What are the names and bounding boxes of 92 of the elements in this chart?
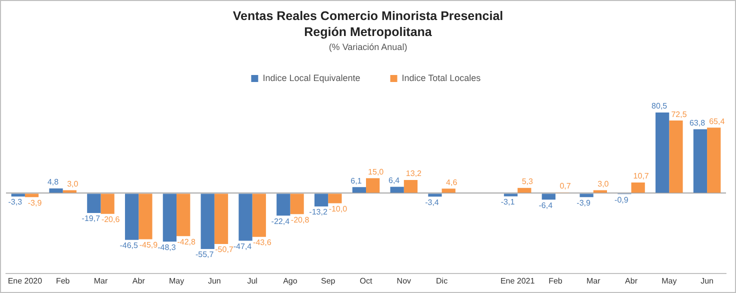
bar — [442, 188, 456, 193]
data-label: -42,8 — [177, 237, 196, 246]
data-label: -3,9 — [576, 198, 591, 208]
bar — [162, 194, 177, 242]
data-label: -47,4 — [233, 242, 252, 251]
data-label: -3,4 — [425, 198, 440, 207]
data-label: 15,0 — [368, 167, 384, 176]
data-label: -20,6 — [101, 215, 120, 224]
data-label: 13,2 — [406, 169, 422, 178]
bar — [49, 188, 63, 193]
bar — [11, 194, 25, 197]
bar — [100, 194, 114, 214]
data-label: 0,7 — [560, 182, 572, 191]
bar — [366, 178, 380, 193]
bar — [428, 194, 442, 197]
x-tick-label: Dic — [436, 276, 448, 286]
x-tick-label: Feb — [548, 276, 563, 286]
x-tick-label: May — [168, 276, 184, 286]
data-label: 5,3 — [522, 177, 534, 186]
data-label: -43,6 — [253, 238, 272, 248]
bar — [593, 190, 608, 193]
x-tick-label: Mar — [94, 276, 108, 286]
data-label: -3,9 — [28, 198, 42, 208]
bar — [200, 194, 214, 250]
bar — [404, 180, 418, 193]
data-label: 6,1 — [350, 176, 362, 186]
data-label: 72,5 — [671, 110, 688, 119]
x-tick-label: Feb — [56, 276, 70, 286]
x-tick-label: Sep — [320, 276, 336, 286]
bar — [656, 112, 670, 193]
bar — [87, 194, 101, 213]
bar — [24, 194, 39, 198]
bar — [352, 187, 366, 193]
data-label: -55,7 — [195, 250, 214, 260]
data-label: -48,3 — [158, 242, 176, 252]
x-tick-label: Ene 2021 — [500, 276, 536, 286]
bar — [252, 194, 266, 237]
data-label: -19,7 — [82, 214, 101, 224]
bar — [504, 194, 518, 196]
x-tick-label: Nov — [396, 276, 412, 286]
bar — [707, 128, 721, 193]
bar — [176, 194, 190, 236]
data-label: -50,7 — [215, 245, 234, 254]
data-label: -6,4 — [538, 200, 554, 210]
data-label: 10,7 — [633, 172, 650, 181]
bar — [214, 194, 228, 244]
legend-label: Indice Total Locales — [402, 72, 482, 83]
chart-subtitle: (% Variación Anual) — [328, 42, 408, 52]
data-label: -13,2 — [309, 208, 328, 217]
bar — [238, 194, 252, 241]
bar — [631, 182, 645, 193]
data-label: -3,3 — [8, 198, 23, 207]
bar — [669, 120, 683, 193]
data-label: 4,6 — [446, 178, 458, 187]
bar — [290, 194, 304, 214]
bar — [276, 194, 290, 216]
data-label: 63,8 — [689, 118, 706, 128]
data-label: -45,9 — [139, 240, 158, 250]
x-tick-label: Jun — [700, 276, 714, 286]
bar — [542, 194, 556, 200]
bar — [328, 194, 342, 204]
x-tick-label: Ene 2020 — [8, 276, 43, 286]
data-label: -46,5 — [120, 241, 138, 250]
x-tick-label: May — [662, 276, 677, 286]
bar — [693, 129, 708, 193]
x-tick-label: Ago — [283, 276, 298, 286]
data-label: 3,0 — [598, 179, 610, 188]
x-tick-label: Abr — [625, 276, 638, 286]
x-tick-label: Mar — [586, 276, 601, 286]
data-label: -0,9 — [614, 195, 629, 204]
data-label: 65,4 — [709, 116, 726, 126]
chart-title: Ventas Reales Comercio Minorista Presencial Región Metropolitana — [232, 8, 504, 40]
bar — [314, 194, 328, 206]
data-label: 80,5 — [652, 102, 668, 111]
bar — [518, 188, 532, 193]
bar — [62, 190, 76, 193]
legend-label: Indice Local Equivalente — [262, 72, 360, 83]
data-label: -20,8 — [290, 215, 310, 224]
bar — [390, 186, 404, 193]
data-label: -10,0 — [328, 204, 348, 214]
x-tick-label: Abr — [132, 276, 146, 286]
bar — [124, 194, 139, 240]
x-tick-label: Jul — [247, 276, 258, 286]
data-label: 6,4 — [388, 176, 400, 186]
x-tick-label: Oct — [360, 276, 373, 286]
data-label: -22,4 — [271, 216, 290, 226]
data-label: 4,8 — [47, 178, 60, 187]
data-label: -3,1 — [500, 198, 516, 207]
data-label: 3,0 — [67, 179, 79, 188]
bar — [580, 194, 594, 198]
bar — [138, 194, 152, 240]
x-tick-label: Jun — [208, 276, 221, 286]
